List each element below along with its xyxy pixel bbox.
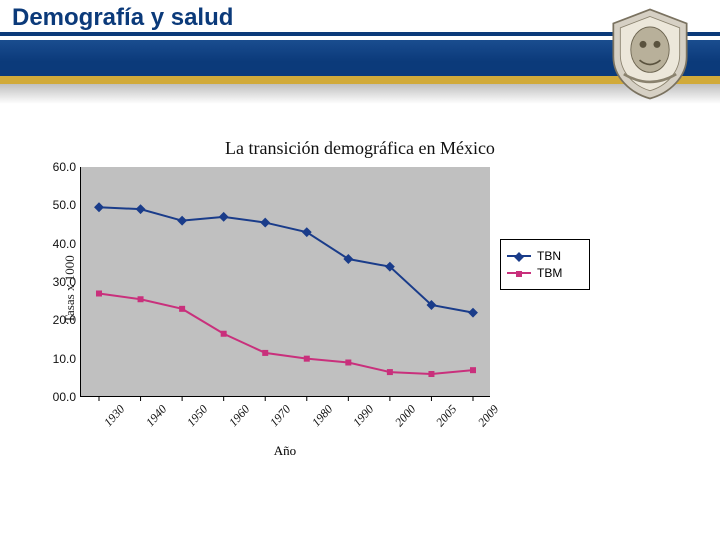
y-tick-label: 30.0 (53, 275, 76, 289)
x-tick-label: 1950 (184, 402, 211, 430)
x-tick-label: 2005 (433, 402, 460, 430)
series-line-tbn (99, 207, 473, 312)
y-tick-label: 00.0 (53, 390, 76, 404)
x-tick-label: 1930 (101, 402, 128, 430)
series-line-tbm (99, 294, 473, 375)
series-marker-tbn (260, 218, 270, 228)
series-marker-tbm (179, 306, 185, 312)
unam-seal-icon (606, 6, 694, 102)
x-tick-label: 1960 (226, 402, 253, 430)
y-tick-label: 40.0 (53, 237, 76, 251)
x-tick-label: 1990 (350, 402, 377, 430)
series-marker-tbn (177, 216, 187, 226)
y-tick-labels: 00.010.020.030.040.050.060.0 (32, 167, 76, 397)
series-marker-tbn (219, 212, 229, 222)
legend-item: TBM (507, 266, 583, 280)
chart-title: La transición demográfica en México (60, 138, 660, 159)
series-marker-tbm (96, 291, 102, 297)
series-marker-tbm (428, 371, 434, 377)
series-marker-tbm (304, 356, 310, 362)
y-tick-label: 20.0 (53, 313, 76, 327)
x-tick-label: 1970 (267, 402, 294, 430)
plot-column: 00.010.020.030.040.050.060.0 19301940195… (80, 167, 490, 459)
x-tick-label: 1940 (142, 402, 169, 430)
series-marker-tbm (470, 367, 476, 373)
series-marker-tbn (302, 227, 312, 237)
y-tick-label: 60.0 (53, 160, 76, 174)
x-tick-labels: 1930194019501960197019801990200020052009 (81, 396, 490, 446)
x-tick-label: 2009 (475, 402, 502, 430)
series-marker-tbn (94, 202, 104, 212)
x-tick-label: 1980 (309, 402, 336, 430)
legend-label: TBM (537, 266, 562, 280)
chart-container: La transición demográfica en México Tasa… (60, 138, 660, 459)
legend-label: TBN (537, 249, 561, 263)
series-marker-tbm (221, 331, 227, 337)
series-marker-tbm (262, 350, 268, 356)
y-tick-label: 10.0 (53, 352, 76, 366)
y-tick-label: 50.0 (53, 198, 76, 212)
legend-item: TBN (507, 249, 583, 263)
x-tick-label: 2000 (392, 402, 419, 430)
page-title: Demografía y salud (12, 4, 233, 31)
series-marker-tbm (345, 360, 351, 366)
series-marker-tbm (387, 369, 393, 375)
series-marker-tbn (343, 254, 353, 264)
series-marker-tbn (136, 204, 146, 214)
series-marker-tbm (138, 296, 144, 302)
plot-area: 1930194019501960197019801990200020052009 (80, 167, 490, 397)
legend: TBN TBM (500, 239, 590, 290)
chart-svg (81, 167, 491, 397)
series-marker-tbn (468, 308, 478, 318)
